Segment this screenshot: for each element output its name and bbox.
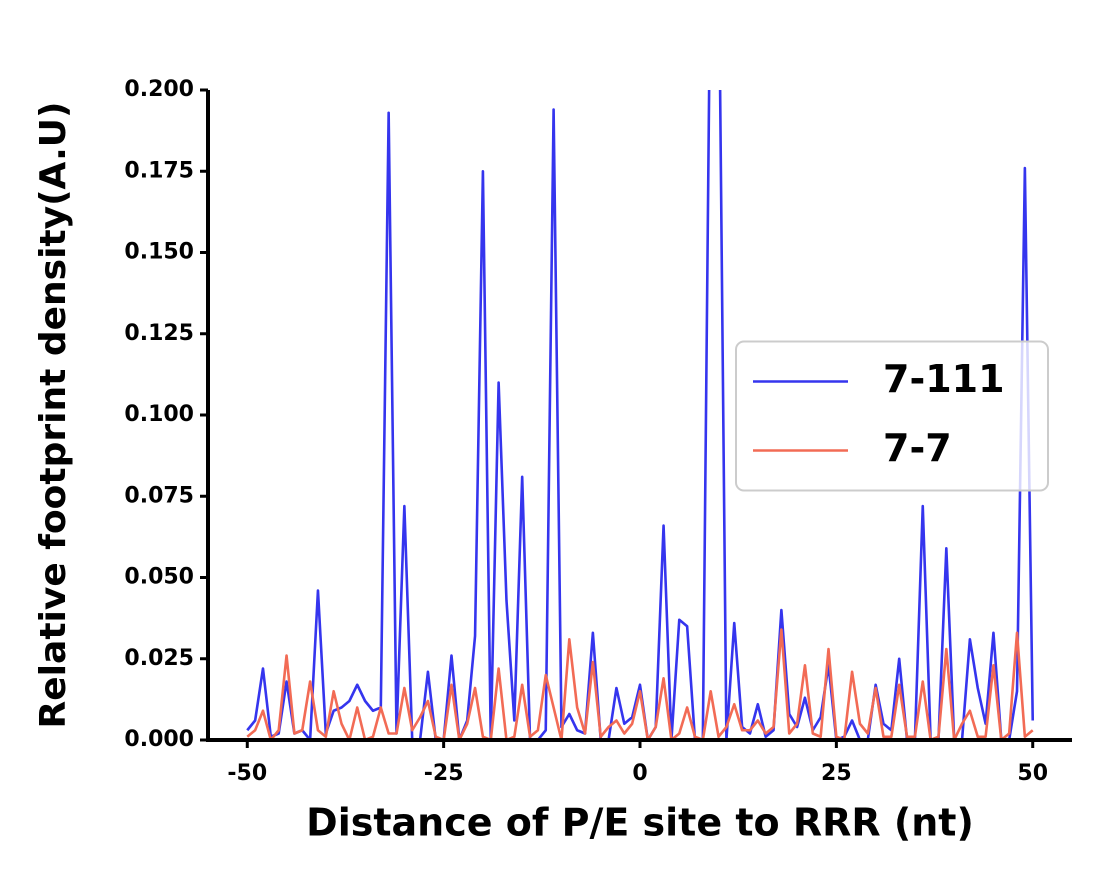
x-tick-label: 0 [632,761,647,786]
x-axis-label: Distance of P/E site to RRR (nt) [306,801,974,845]
x-tick-label: 25 [821,761,852,786]
y-tick-label: 0.150 [124,240,194,265]
x-tick-label: -50 [227,761,267,786]
x-tick-label: 50 [1017,761,1048,786]
y-tick-label: 0.075 [124,483,194,508]
y-tick-label: 0.050 [124,565,194,590]
x-tick-label: -25 [424,761,464,786]
y-tick-label: 0.025 [124,646,194,671]
plot-area [246,90,1035,740]
y-tick-label: 0.100 [124,402,194,427]
legend-label: 7-7 [883,426,952,470]
y-tick-label: 0.000 [124,727,194,752]
y-tick-label: 0.125 [124,321,194,346]
y-axis-label: Relative footprint density(A.U) [33,102,74,729]
y-tick-label: 0.200 [124,77,194,102]
legend-box [735,340,1049,492]
legend-label: 7-111 [883,357,1005,401]
line-series [246,90,1035,740]
y-tick-label: 0.175 [124,158,194,183]
line-series [246,628,1034,740]
